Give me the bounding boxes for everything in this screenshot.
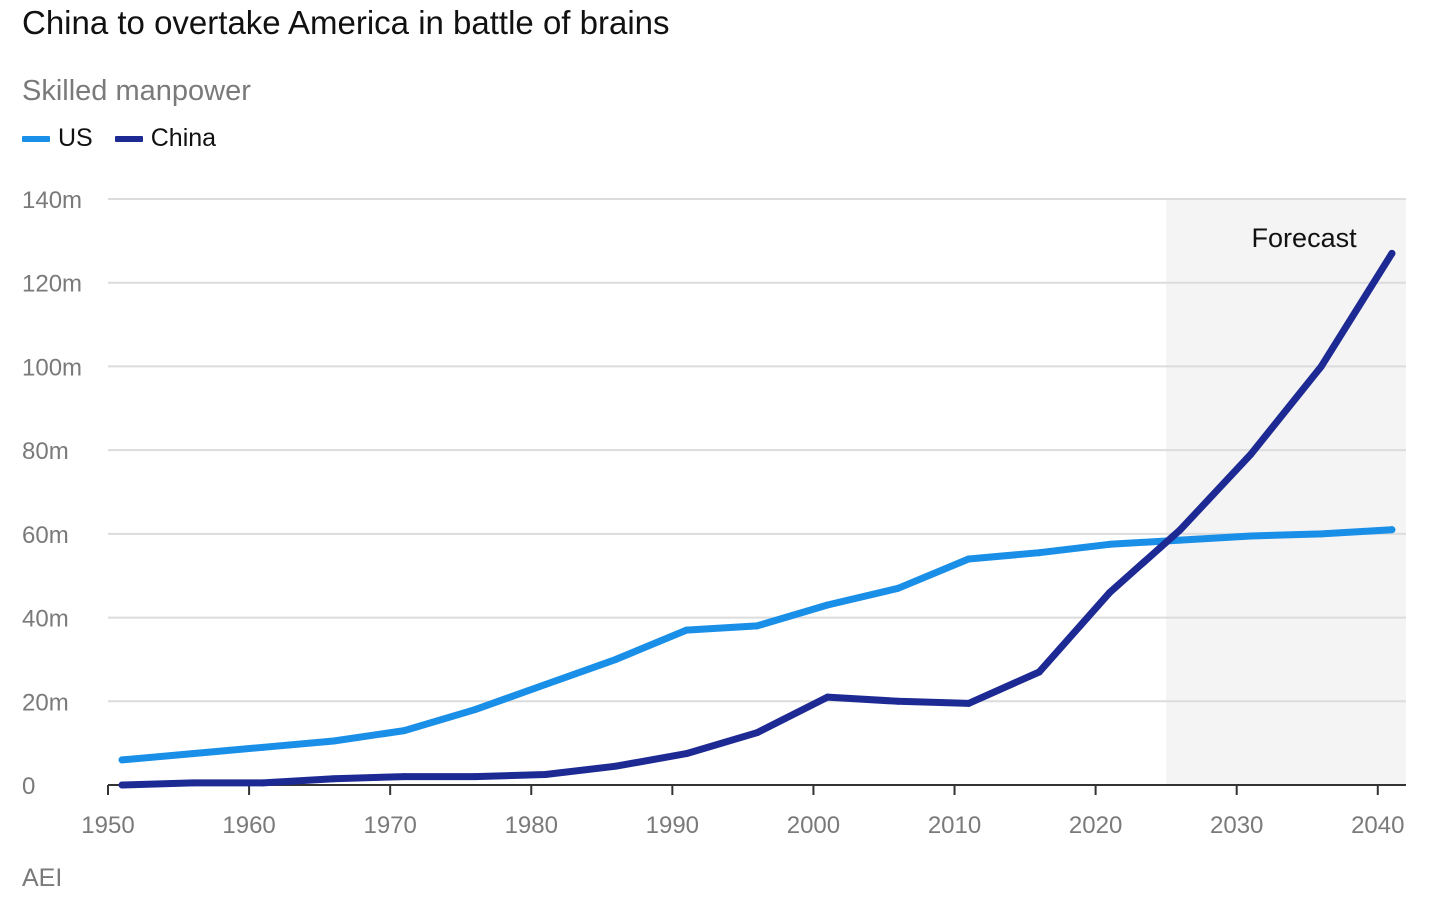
data-point-china-2006: [894, 697, 902, 705]
data-point-us-1966: [330, 737, 338, 745]
data-point-us-2016: [1035, 549, 1043, 557]
data-point-us-2001: [824, 601, 832, 609]
y-tick-label-60: 60m: [22, 522, 69, 549]
data-point-us-2021: [1106, 540, 1114, 548]
x-tick-label-2040: 2040: [1351, 812, 1404, 839]
y-tick-label-100: 100m: [22, 354, 82, 381]
data-point-china-1976: [471, 773, 479, 781]
legend: US China: [22, 124, 238, 153]
y-tick-label-0: 0: [22, 773, 35, 800]
forecast-label: Forecast: [1252, 223, 1358, 253]
y-tick-label-80: 80m: [22, 438, 69, 465]
data-point-us-2006: [894, 584, 902, 592]
data-point-us-1951: [118, 756, 126, 764]
data-point-china-1956: [189, 779, 197, 787]
x-tick-label-1990: 1990: [646, 812, 699, 839]
y-tick-label-20: 20m: [22, 689, 69, 716]
x-tick-label-2010: 2010: [928, 812, 981, 839]
source-note: AEI: [22, 864, 63, 892]
legend-swatch-us: [22, 135, 50, 142]
chart-title: China to overtake America in battle of b…: [22, 4, 670, 41]
data-point-us-1961: [259, 743, 267, 751]
x-tick-label-2030: 2030: [1210, 812, 1263, 839]
data-point-china-2001: [824, 693, 832, 701]
data-point-us-2011: [965, 555, 973, 563]
data-point-us-1956: [189, 750, 197, 758]
x-tick-label-1970: 1970: [363, 812, 416, 839]
data-point-china-1966: [330, 775, 338, 783]
data-point-china-2041: [1388, 249, 1396, 257]
x-tick-label-2000: 2000: [787, 812, 840, 839]
data-point-china-2026: [1176, 526, 1184, 534]
chart-subtitle: Skilled manpower: [22, 75, 251, 107]
x-tick-label-2020: 2020: [1069, 812, 1122, 839]
data-point-china-1991: [682, 750, 690, 758]
data-point-china-1951: [118, 781, 126, 789]
data-point-china-1986: [612, 762, 620, 770]
data-point-us-1996: [753, 622, 761, 630]
legend-item-china: China: [114, 124, 217, 153]
data-point-china-1961: [259, 779, 267, 787]
data-point-us-2026: [1176, 536, 1184, 544]
legend-swatch-china: [114, 135, 143, 142]
data-point-us-1986: [612, 655, 620, 663]
y-tick-label-140: 140m: [22, 187, 82, 214]
data-point-us-1991: [682, 626, 690, 634]
x-tick-label-1960: 1960: [222, 812, 275, 839]
data-point-us-2041: [1388, 526, 1396, 534]
data-point-china-2021: [1106, 588, 1114, 596]
data-point-china-2016: [1035, 668, 1043, 676]
legend-label-us: US: [58, 124, 93, 152]
data-point-china-1981: [541, 771, 549, 779]
data-point-us-1971: [400, 727, 408, 735]
data-point-us-2036: [1317, 530, 1325, 538]
x-tick-label-1980: 1980: [505, 812, 558, 839]
data-point-us-2031: [1247, 532, 1255, 540]
legend-item-us: US: [22, 124, 93, 153]
data-point-china-1971: [400, 773, 408, 781]
x-tick-label-1950: 1950: [81, 812, 134, 839]
data-point-china-2011: [965, 699, 973, 707]
data-point-china-2036: [1317, 362, 1325, 370]
data-point-us-1981: [541, 681, 549, 689]
y-tick-label-120: 120m: [22, 271, 82, 298]
data-point-china-1996: [753, 729, 761, 737]
legend-label-china: China: [150, 124, 217, 152]
data-point-us-1976: [471, 706, 479, 714]
y-tick-label-40: 40m: [22, 606, 69, 633]
data-point-china-2031: [1247, 450, 1255, 458]
